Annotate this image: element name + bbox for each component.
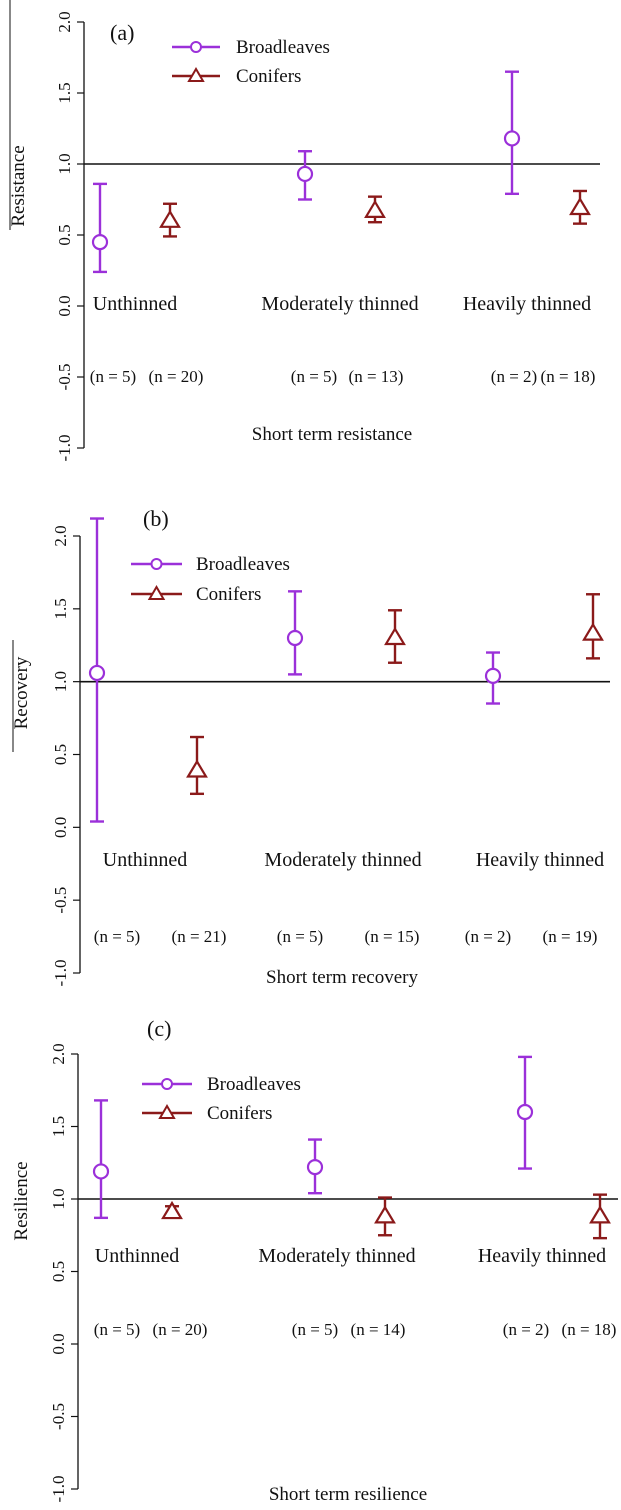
x-axis-label: Short term resistance	[252, 424, 412, 445]
data-point-triangle	[161, 1200, 183, 1220]
sample-size-label: (n = 18)	[541, 367, 596, 386]
legend-marker-circle	[161, 1078, 173, 1090]
sample-size-label: (n = 14)	[351, 1320, 406, 1339]
sample-size-label: (n = 5)	[292, 1320, 338, 1339]
y-tick-label: 2.0	[51, 525, 70, 546]
y-tick-label: -1.0	[51, 960, 70, 987]
legend-marker-triangle	[158, 1104, 176, 1119]
sample-size-label: (n = 15)	[365, 927, 420, 946]
legend-label: Conifers	[236, 66, 301, 87]
category-label: Heavily thinned	[476, 849, 604, 871]
sample-size-label: (n = 20)	[153, 1320, 208, 1339]
sample-size-label: (n = 21)	[172, 927, 227, 946]
legend-marker-circle	[190, 41, 202, 53]
y-tick-label: -0.5	[51, 887, 70, 914]
y-axis-label: Recovery	[11, 656, 32, 729]
category-label: Moderately thinned	[261, 293, 418, 315]
sample-size-label: (n = 2)	[491, 367, 537, 386]
data-point-circle	[503, 130, 521, 147]
y-tick-label: 1.0	[55, 153, 74, 174]
data-point-triangle	[582, 622, 604, 641]
category-label: Unthinned	[103, 849, 187, 871]
sample-size-label: (n = 2)	[503, 1320, 549, 1339]
legend-marker-triangle	[187, 67, 205, 82]
y-tick-label: -0.5	[55, 364, 74, 391]
y-tick-label: 0.5	[49, 1261, 68, 1282]
legend-label: Broadleaves	[207, 1074, 301, 1095]
y-tick-label: 1.5	[51, 598, 70, 619]
x-axis-label: Short term recovery	[266, 967, 418, 988]
data-point-circle	[306, 1158, 324, 1176]
data-point-circle	[516, 1103, 534, 1121]
y-axis-label: Resistance	[8, 145, 29, 226]
sample-size-label: (n = 13)	[349, 367, 404, 386]
x-axis-label: Short term resilience	[269, 1484, 427, 1505]
y-tick-label: 1.0	[51, 671, 70, 692]
data-point-circle	[88, 664, 106, 682]
sample-size-label: (n = 5)	[90, 367, 136, 386]
data-point-circle	[92, 1163, 110, 1180]
sample-size-label: (n = 5)	[94, 1320, 140, 1339]
data-point-triangle	[159, 209, 181, 228]
sample-size-label: (n = 20)	[149, 367, 204, 386]
category-label: Unthinned	[93, 293, 177, 315]
y-tick-label: 0.0	[49, 1333, 68, 1354]
y-tick-label: 0.5	[55, 224, 74, 245]
category-label: Unthinned	[95, 1245, 179, 1267]
data-point-triangle	[589, 1205, 611, 1224]
legend-label: Broadleaves	[196, 554, 290, 575]
panel-label: (a)	[110, 20, 134, 45]
y-tick-label: 0.5	[51, 744, 70, 765]
data-point-circle	[484, 667, 502, 684]
category-label: Moderately thinned	[258, 1245, 415, 1267]
data-point-triangle	[186, 759, 208, 778]
data-point-triangle	[364, 199, 386, 218]
y-tick-label: 0.0	[51, 817, 70, 838]
category-label: Moderately thinned	[264, 849, 421, 871]
y-tick-label: 0.0	[55, 295, 74, 316]
chart-panel-2: -1.0 -0.5 0.0 0.5 1.0 1.5 2.0 Recovery (b) Broadl…	[11, 506, 610, 988]
data-point-circle	[296, 165, 314, 183]
legend-label: Broadleaves	[236, 37, 330, 58]
y-tick-label: -0.5	[49, 1403, 68, 1430]
data-point-triangle	[384, 626, 406, 646]
y-axis-label: Resilience	[11, 1161, 32, 1240]
sample-size-label: (n = 5)	[94, 927, 140, 946]
y-tick-label: -1.0	[49, 1476, 68, 1503]
chart-panel-1: -1.0 -0.5 0.0 0.5 1.0 1.5 2.0 Resistance (a) Broa…	[8, 0, 600, 461]
legend-label: Conifers	[207, 1103, 272, 1124]
panel-label: (c)	[147, 1016, 171, 1041]
y-tick-label: 2.0	[55, 11, 74, 32]
data-point-triangle	[569, 196, 591, 216]
sample-size-label: (n = 18)	[562, 1320, 617, 1339]
y-tick-label: -1.0	[55, 435, 74, 462]
sample-size-label: (n = 5)	[277, 927, 323, 946]
legend-label: Conifers	[196, 584, 261, 605]
data-point-circle	[91, 234, 109, 251]
category-label: Heavily thinned	[463, 293, 591, 315]
data-point-circle	[286, 629, 304, 647]
panel-label: (b)	[143, 506, 169, 531]
data-point-triangle	[374, 1205, 396, 1224]
legend-marker-circle	[150, 558, 163, 570]
category-label: Heavily thinned	[478, 1245, 606, 1267]
chart-panel-3: -1.0 -0.5 0.0 0.5 1.0 1.5 2.0 Resilience (c) Broa…	[11, 1016, 618, 1505]
legend-marker-triangle	[147, 585, 166, 600]
y-tick-label: 1.5	[55, 82, 74, 103]
y-tick-label: 2.0	[49, 1043, 68, 1064]
sample-size-label: (n = 2)	[465, 927, 511, 946]
y-tick-label: 1.0	[49, 1188, 68, 1209]
sample-size-label: (n = 5)	[291, 367, 337, 386]
sample-size-label: (n = 19)	[543, 927, 598, 946]
y-tick-label: 1.5	[49, 1116, 68, 1137]
